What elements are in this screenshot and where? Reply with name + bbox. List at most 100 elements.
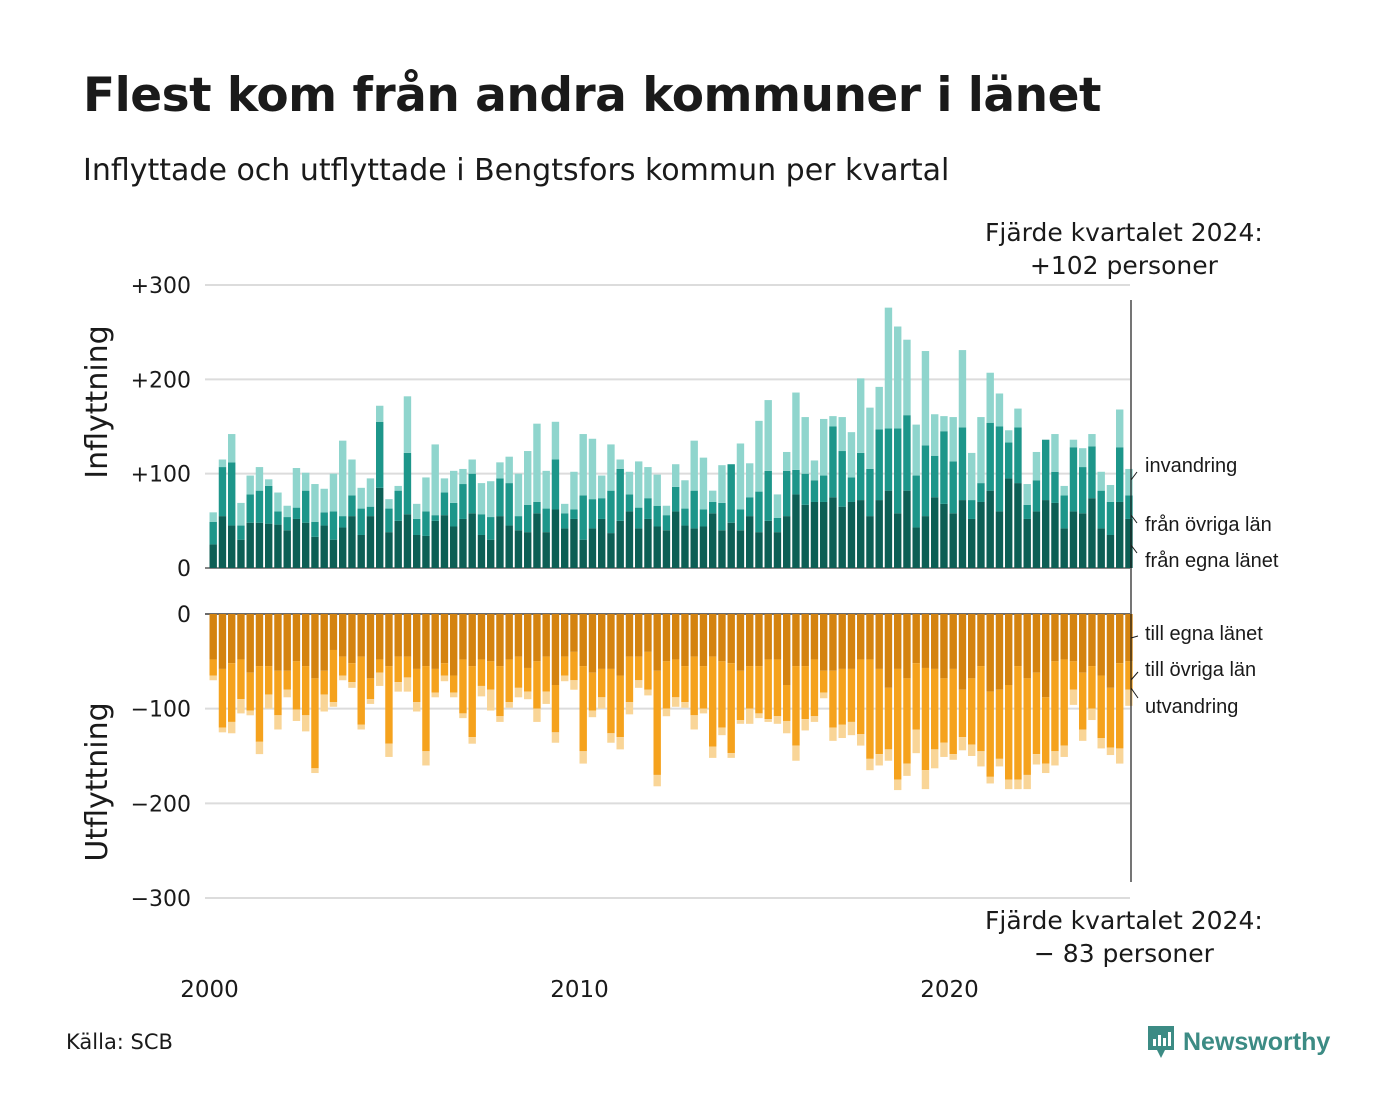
bar-till-egna-lanet xyxy=(329,614,338,650)
bar-fran-ovriga-lan xyxy=(829,426,837,498)
bar-fran-ovriga-lan xyxy=(699,509,708,527)
bar-fran-ovriga-lan xyxy=(588,499,597,529)
bar-fran-ovriga-lan xyxy=(246,494,254,523)
bar-till-ovriga-lan xyxy=(940,678,948,743)
bar-till-ovriga-lan xyxy=(1005,685,1013,780)
bar-fran-ovriga-lan xyxy=(1125,495,1133,519)
bar-till-egna-lanet xyxy=(810,614,819,660)
bar-invandring xyxy=(505,456,513,484)
bar-till-egna-lanet xyxy=(514,614,523,657)
bar-utvandring xyxy=(838,724,846,739)
bar-utvandring xyxy=(866,758,874,771)
bar-invandring xyxy=(376,405,384,422)
bar-till-ovriga-lan xyxy=(551,685,560,733)
bar-till-egna-lanet xyxy=(857,614,865,660)
bar-utvandring xyxy=(228,721,236,734)
bar-till-egna-lanet xyxy=(718,614,726,662)
bar-fran-ovriga-lan xyxy=(228,462,236,526)
bar-invandring xyxy=(783,451,791,471)
outflow-y-tick-label: 0 xyxy=(177,603,191,628)
bar-till-ovriga-lan xyxy=(533,661,541,709)
bar-utvandring xyxy=(487,689,495,711)
bar-till-egna-lanet xyxy=(579,614,587,667)
bar-invandring xyxy=(672,464,680,487)
bar-fran-egna-lanet xyxy=(1069,511,1078,568)
bar-till-egna-lanet xyxy=(995,614,1004,690)
bar-invandring xyxy=(1106,484,1115,502)
bar-till-ovriga-lan xyxy=(311,678,319,769)
bar-till-ovriga-lan xyxy=(496,666,504,717)
bar-utvandring xyxy=(625,702,634,715)
bar-till-egna-lanet xyxy=(246,614,254,673)
bar-fran-ovriga-lan xyxy=(450,502,458,527)
bar-utvandring xyxy=(468,737,476,744)
bar-fran-ovriga-lan xyxy=(1005,442,1013,479)
bar-utvandring xyxy=(357,724,365,730)
bar-till-ovriga-lan xyxy=(450,675,458,693)
bar-till-ovriga-lan xyxy=(921,667,930,771)
bar-utvandring xyxy=(921,770,930,790)
bar-utvandring xyxy=(505,702,513,708)
bar-invandring xyxy=(598,475,606,499)
bar-utvandring xyxy=(450,692,458,698)
bar-fran-ovriga-lan xyxy=(681,508,689,526)
bar-fran-ovriga-lan xyxy=(283,517,291,531)
bar-till-egna-lanet xyxy=(570,614,578,652)
bar-fran-ovriga-lan xyxy=(727,464,735,523)
bar-till-egna-lanet xyxy=(986,614,994,692)
brand-logo[interactable]: Newsworthy xyxy=(1146,1024,1330,1060)
bar-utvandring xyxy=(329,702,338,707)
bar-till-egna-lanet xyxy=(598,614,606,669)
bar-invandring xyxy=(477,483,486,515)
x-tick-label: 2020 xyxy=(920,977,979,1003)
bar-till-ovriga-lan xyxy=(1042,697,1050,764)
bar-till-egna-lanet xyxy=(940,614,948,679)
bar-till-ovriga-lan xyxy=(699,666,708,709)
bar-invandring xyxy=(209,512,217,522)
bar-utvandring xyxy=(1069,689,1078,705)
bar-till-ovriga-lan xyxy=(1125,661,1133,690)
bar-fran-ovriga-lan xyxy=(302,490,310,523)
bar-utvandring xyxy=(709,746,717,758)
bar-invandring xyxy=(524,451,532,505)
bar-fran-egna-lanet xyxy=(736,530,745,568)
bar-till-ovriga-lan xyxy=(884,687,893,750)
bar-utvandring xyxy=(339,675,347,681)
label-fran-egna-lanet: från egna länet xyxy=(1145,550,1279,572)
bar-invandring xyxy=(320,488,328,513)
bar-fran-ovriga-lan xyxy=(1023,504,1031,519)
bar-fran-egna-lanet xyxy=(542,532,550,568)
bar-till-egna-lanet xyxy=(847,614,856,669)
bar-fran-ovriga-lan xyxy=(709,501,717,514)
bar-utvandring xyxy=(209,675,217,681)
bar-till-ovriga-lan xyxy=(477,659,486,686)
bar-fran-ovriga-lan xyxy=(218,467,227,517)
bar-fran-egna-lanet xyxy=(385,532,393,568)
label-invandring: invandring xyxy=(1145,455,1237,477)
bar-fran-ovriga-lan xyxy=(1097,490,1105,529)
bar-fran-egna-lanet xyxy=(376,487,384,568)
bar-fran-egna-lanet xyxy=(1079,513,1087,568)
bar-invandring xyxy=(690,440,698,491)
bar-till-egna-lanet xyxy=(348,614,356,664)
bar-till-egna-lanet xyxy=(820,614,828,671)
bar-till-ovriga-lan xyxy=(320,670,328,695)
bar-till-ovriga-lan xyxy=(579,666,587,752)
bar-invandring xyxy=(570,471,578,510)
bar-till-ovriga-lan xyxy=(209,659,217,676)
bar-fran-ovriga-lan xyxy=(977,483,985,502)
bar-invandring xyxy=(394,485,402,491)
bar-fran-ovriga-lan xyxy=(875,429,883,501)
bar-till-egna-lanet xyxy=(736,614,745,671)
label-till-ovriga-lan: till övriga län xyxy=(1145,659,1256,681)
bar-fran-egna-lanet xyxy=(607,533,615,568)
bar-fran-egna-lanet xyxy=(570,518,578,568)
bar-fran-egna-lanet xyxy=(875,500,883,568)
bar-fran-egna-lanet xyxy=(931,497,939,568)
bar-utvandring xyxy=(912,729,920,754)
bar-utvandring xyxy=(810,716,819,722)
bar-invandring xyxy=(385,499,393,509)
bar-utvandring xyxy=(857,734,865,746)
bar-till-ovriga-lan xyxy=(1116,663,1124,749)
bar-fran-ovriga-lan xyxy=(755,491,763,533)
